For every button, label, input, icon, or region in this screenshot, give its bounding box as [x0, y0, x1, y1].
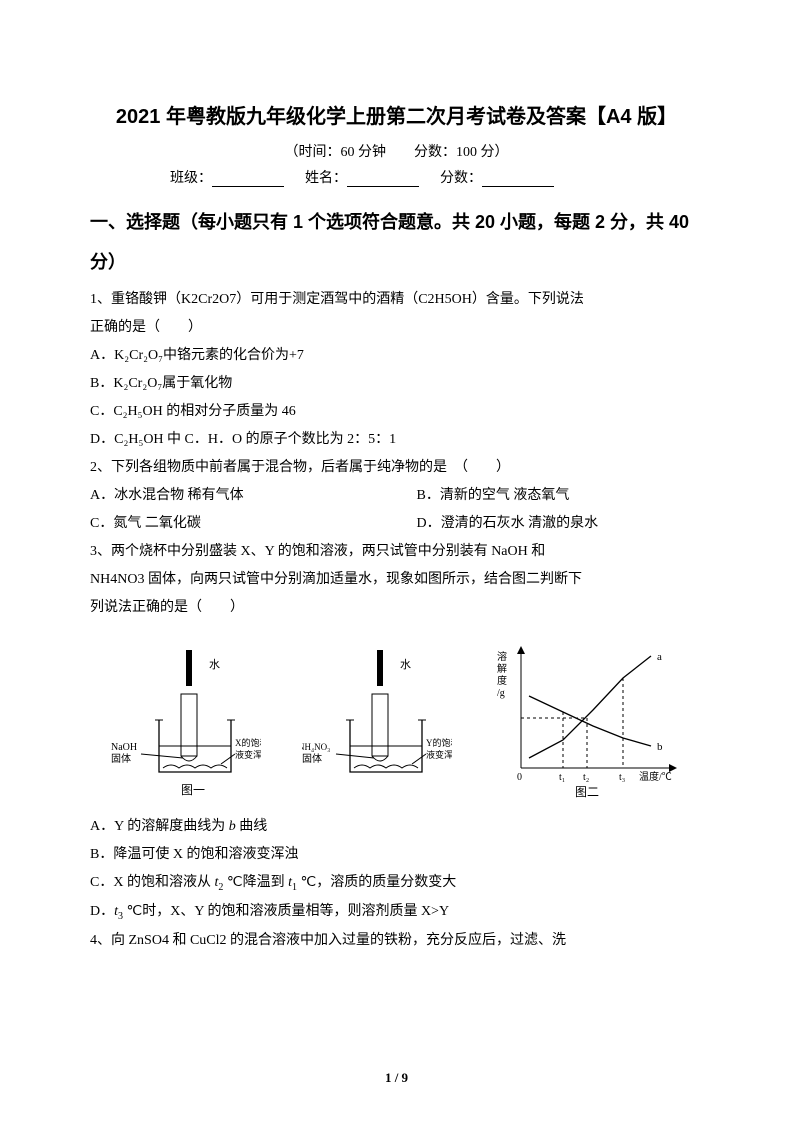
fig2-caption: 图二: [575, 785, 599, 799]
score-label: 分数：: [440, 171, 482, 186]
naoh-line2: 固体: [111, 753, 131, 765]
t1-label: t₁: [559, 772, 565, 783]
curve-a-label: a: [657, 651, 662, 663]
svg-text:0: 0: [517, 772, 522, 783]
figure-2: 溶 解 度 /g a b 0 t₁ t₂ t₃ 温度/℃: [493, 640, 683, 803]
question-1: 1、重铬酸钾（K2Cr2O7）可用于测定酒驾中的酒精（C2H5OH）含量。下列说…: [90, 286, 703, 454]
q3-stem-line1: 3、两个烧杯中分别盛装 X、Y 的饱和溶液，两只试管中分别装有 NaOH 和: [90, 538, 703, 566]
q3-stem-line2: NH4NO3 固体，向两只试管中分别滴加适量水，现象如图所示，结合图二判断下: [90, 566, 703, 594]
student-info-line: 班级： 姓名： 分数：: [90, 167, 703, 187]
name-blank[interactable]: [347, 172, 419, 187]
q1-option-a: A．K₂Cr₂O₇中铬元素的化合价为+7: [90, 342, 703, 370]
y-sat-line1: Y的饱和溶: [426, 737, 452, 748]
figure-1-right: 水 NH₄NO₃ 固体 Y的饱和溶 液变浑浊: [302, 650, 452, 803]
class-label: 班级：: [170, 171, 212, 186]
water-label-1: 水: [209, 658, 220, 671]
q3-stem-line3: 列说法正确的是（ ）: [90, 594, 703, 622]
q2-option-b: B．清新的空气 液态氧气: [417, 482, 704, 510]
page-number: 1 / 9: [0, 1070, 793, 1086]
x-sat-line2: 液变浑浊: [235, 749, 261, 760]
q3-option-c: C．X 的饱和溶液从 t2 ℃降温到 t1 ℃，溶质的质量分数变大: [90, 869, 703, 898]
svg-text:度: 度: [497, 674, 507, 687]
time-score: （时间：60 分钟 分数：100 分）: [90, 141, 703, 161]
exam-title: 2021 年粤教版九年级化学上册第二次月考试卷及答案【A4 版】: [90, 100, 703, 129]
name-label: 姓名：: [305, 171, 347, 186]
fig1-caption: 图一: [181, 783, 205, 797]
q3-option-d: D．t3 ℃时，X、Y 的饱和溶液质量相等，则溶剂质量 X>Y: [90, 898, 703, 927]
q4-stem: 4、向 ZnSO4 和 CuCl2 的混合溶液中加入过量的铁粉，充分反应后，过滤…: [90, 927, 703, 955]
x-axis-label: 温度/℃: [639, 770, 672, 783]
svg-text:溶: 溶: [497, 650, 507, 663]
nh4no3-line1: NH₄NO₃: [302, 742, 330, 752]
q1-stem-line1: 1、重铬酸钾（K2Cr2O7）可用于测定酒驾中的酒精（C2H5OH）含量。下列说…: [90, 286, 703, 314]
q3-option-a: A．Y 的溶解度曲线为 b 曲线: [90, 813, 703, 841]
q2-option-a: A．冰水混合物 稀有气体: [90, 482, 377, 510]
page: 2021 年粤教版九年级化学上册第二次月考试卷及答案【A4 版】 （时间：60 …: [0, 0, 793, 1122]
figure-row: 水 NaOH 固体 X的饱和溶 液变浑浊 图一: [90, 640, 703, 803]
t3-label: t₃: [619, 772, 625, 783]
x-sat-line1: X的饱和溶: [235, 737, 261, 748]
q1-option-d: D．C₂H₅OH 中 C．H．O 的原子个数比为 2：5：1: [90, 426, 703, 454]
figure-1-left: 水 NaOH 固体 X的饱和溶 液变浑浊 图一: [111, 650, 261, 803]
q2-stem: 2、下列各组物质中前者属于混合物，后者属于纯净物的是 （ ）: [90, 454, 703, 482]
q1-option-b: B．K₂Cr₂O₇属于氧化物: [90, 370, 703, 398]
score-blank[interactable]: [482, 172, 554, 187]
q3-option-b: B．降温可使 X 的饱和溶液变浑浊: [90, 841, 703, 869]
water-label-2: 水: [400, 658, 411, 671]
y-sat-line2: 液变浑浊: [426, 749, 452, 760]
q2-option-c: C．氮气 二氧化碳: [90, 510, 377, 538]
q1-stem-line2: 正确的是（ ）: [90, 314, 703, 342]
question-3-options: A．Y 的溶解度曲线为 b 曲线 B．降温可使 X 的饱和溶液变浑浊 C．X 的…: [90, 813, 703, 927]
question-3: 3、两个烧杯中分别盛装 X、Y 的饱和溶液，两只试管中分别装有 NaOH 和 N…: [90, 538, 703, 622]
question-4: 4、向 ZnSO4 和 CuCl2 的混合溶液中加入过量的铁粉，充分反应后，过滤…: [90, 927, 703, 955]
q2-option-d: D．澄清的石灰水 清澈的泉水: [417, 510, 704, 538]
curve-b-label: b: [657, 741, 663, 753]
svg-text:解: 解: [497, 662, 507, 675]
question-2: 2、下列各组物质中前者属于混合物，后者属于纯净物的是 （ ） A．冰水混合物 稀…: [90, 454, 703, 538]
nh4no3-line2: 固体: [302, 753, 322, 765]
q1-option-c: C．C₂H₅OH 的相对分子质量为 46: [90, 398, 703, 426]
t2-label: t₂: [583, 772, 589, 783]
section-1-heading: 一、选择题（每小题只有 1 个选项符合题意。共 20 小题，每题 2 分，共 4…: [90, 203, 703, 282]
naoh-line1: NaOH: [111, 742, 137, 753]
class-blank[interactable]: [212, 172, 284, 187]
svg-text:/g: /g: [497, 688, 505, 699]
